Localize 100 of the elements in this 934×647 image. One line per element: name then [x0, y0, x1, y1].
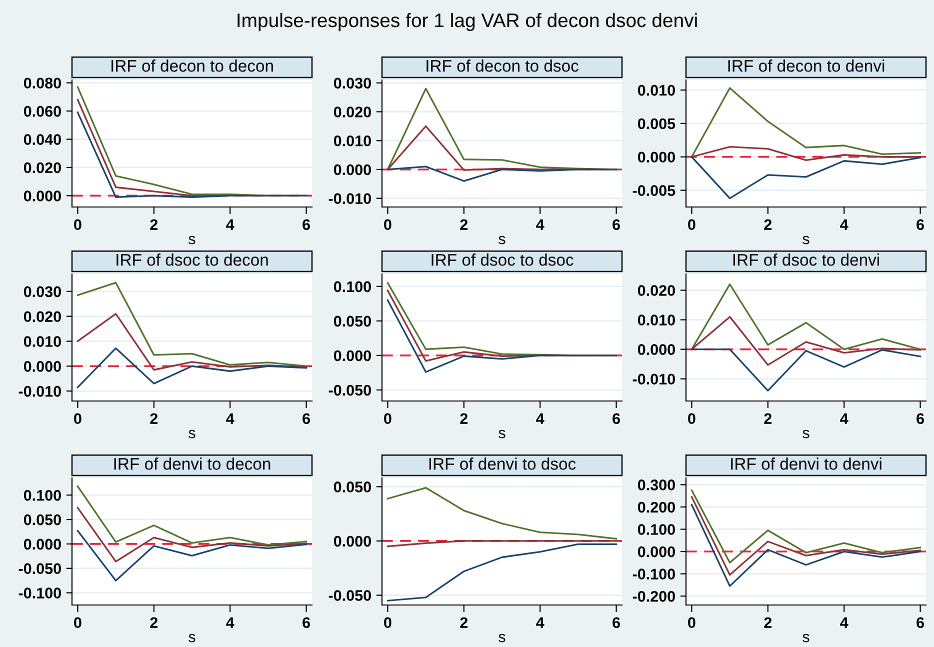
y-tick-label: -0.050	[18, 563, 61, 574]
line-series	[76, 530, 308, 582]
y-tick-label: 0.060	[24, 106, 61, 117]
x-tick-label: 4	[840, 617, 848, 628]
line-series	[76, 313, 308, 371]
x-tick-label: 4	[226, 219, 234, 230]
y-tick-label: 0.000	[334, 350, 371, 362]
y-tick-label: 0.030	[24, 286, 61, 298]
y-tick-label: 0.100	[24, 490, 61, 501]
line-series	[690, 284, 922, 350]
x-tick-label: 4	[536, 219, 544, 230]
x-tick-label: 0	[384, 219, 392, 230]
line-series	[690, 146, 922, 162]
x-tick-label: 0	[74, 219, 82, 230]
y-tick-label: -0.010	[328, 193, 371, 204]
x-tick-label: 2	[150, 617, 158, 628]
y-tick-label: 0.050	[334, 482, 371, 492]
chart-title: IRF of denvi to decon	[114, 458, 270, 470]
x-tick-label: 6	[916, 413, 924, 424]
line-series	[386, 486, 618, 540]
x-axis-title: s	[498, 634, 506, 642]
x-tick-label: 4	[536, 413, 544, 424]
y-tick-label: -0.010	[18, 386, 61, 397]
line-series	[76, 282, 308, 367]
y-tick-label: -0.100	[632, 568, 675, 580]
y-tick-label: 0.100	[638, 524, 675, 535]
x-tick-label: 2	[460, 219, 468, 230]
y-tick-label: 0.030	[334, 78, 371, 89]
x-tick-label: 4	[226, 617, 234, 628]
x-tick-label: 0	[688, 219, 696, 230]
chart-title: IRF of denvi to denvi	[731, 458, 882, 470]
x-tick-label: 6	[916, 219, 924, 230]
x-tick-label: 2	[764, 219, 772, 230]
x-axis-title: s	[802, 430, 810, 438]
x-tick-label: 2	[150, 219, 158, 230]
x-tick-label: 2	[764, 617, 772, 628]
x-tick-label: 6	[302, 219, 310, 230]
line-series	[386, 299, 618, 373]
y-tick-label: 0.000	[638, 546, 675, 558]
chart-title: IRF of dsoc to denvi	[733, 254, 879, 266]
x-tick-label: 2	[460, 617, 468, 628]
x-axis-title: s	[498, 236, 506, 244]
y-tick-label: 0.010	[638, 314, 675, 326]
x-tick-label: 0	[384, 413, 392, 424]
x-tick-label: 2	[460, 413, 468, 424]
x-tick-label: 2	[764, 413, 772, 424]
y-tick-label: 0.300	[638, 480, 675, 490]
x-tick-label: 4	[536, 617, 544, 628]
line-series	[76, 485, 308, 546]
x-tick-label: 4	[840, 413, 848, 424]
y-tick-label: 0.010	[24, 336, 61, 347]
x-tick-label: 0	[688, 617, 696, 628]
y-tick-label: 0.000	[334, 536, 371, 547]
y-tick-label: 0.000	[638, 152, 675, 163]
x-axis-title: s	[188, 430, 196, 438]
chart-title: IRF of decon to decon	[112, 60, 273, 72]
y-tick-label: 0.020	[334, 106, 371, 118]
y-tick-label: 0.010	[334, 135, 371, 146]
x-axis-title: s	[802, 634, 810, 642]
x-tick-label: 6	[612, 413, 620, 424]
line-series	[690, 156, 922, 200]
line-series	[690, 489, 922, 564]
line-series	[76, 347, 308, 388]
text: Impulse-responses for 1 lag VAR of decon dsoc denvi	[238, 12, 697, 32]
line-series	[386, 166, 618, 182]
chart-title: IRF of dsoc to decon	[116, 254, 268, 266]
y-tick-label: -0.050	[328, 384, 371, 396]
line-series	[690, 87, 922, 158]
y-tick-label: 0.200	[638, 502, 675, 513]
y-tick-label: -0.050	[328, 590, 371, 601]
y-tick-label: -0.200	[632, 590, 675, 602]
x-tick-label: 4	[226, 413, 234, 424]
x-tick-label: 6	[612, 617, 620, 628]
chart-title: IRF of dsoc to dsoc	[432, 254, 574, 266]
y-tick-label: 0.000	[24, 361, 61, 372]
y-tick-label: 0.000	[334, 164, 371, 176]
x-tick-label: 0	[74, 617, 82, 628]
x-tick-label: 2	[150, 413, 158, 424]
chart-title: IRF of denvi to dsoc	[429, 458, 576, 470]
y-tick-label: -0.100	[18, 588, 61, 598]
y-tick-label: 0.080	[24, 78, 61, 89]
y-tick-label: 0.000	[24, 190, 61, 202]
line-series	[690, 316, 922, 366]
y-tick-label: 0.005	[638, 118, 676, 130]
x-tick-label: 0	[384, 617, 392, 628]
line-series	[386, 543, 618, 602]
chart-title: IRF of decon to denvi	[728, 60, 884, 72]
x-tick-label: 6	[612, 219, 620, 230]
y-tick-label: 0.020	[24, 162, 61, 174]
y-tick-label: 0.010	[638, 84, 675, 96]
y-tick-label: 0.020	[638, 285, 675, 296]
line-series	[76, 506, 308, 562]
line-series	[690, 504, 922, 587]
y-tick-label: -0.010	[632, 374, 675, 385]
x-axis-title: s	[802, 236, 810, 244]
line-series	[690, 496, 922, 576]
x-axis-title: s	[188, 634, 196, 642]
x-axis-title: s	[188, 236, 196, 244]
line-series	[690, 348, 922, 392]
y-tick-label: 0.000	[638, 344, 675, 355]
